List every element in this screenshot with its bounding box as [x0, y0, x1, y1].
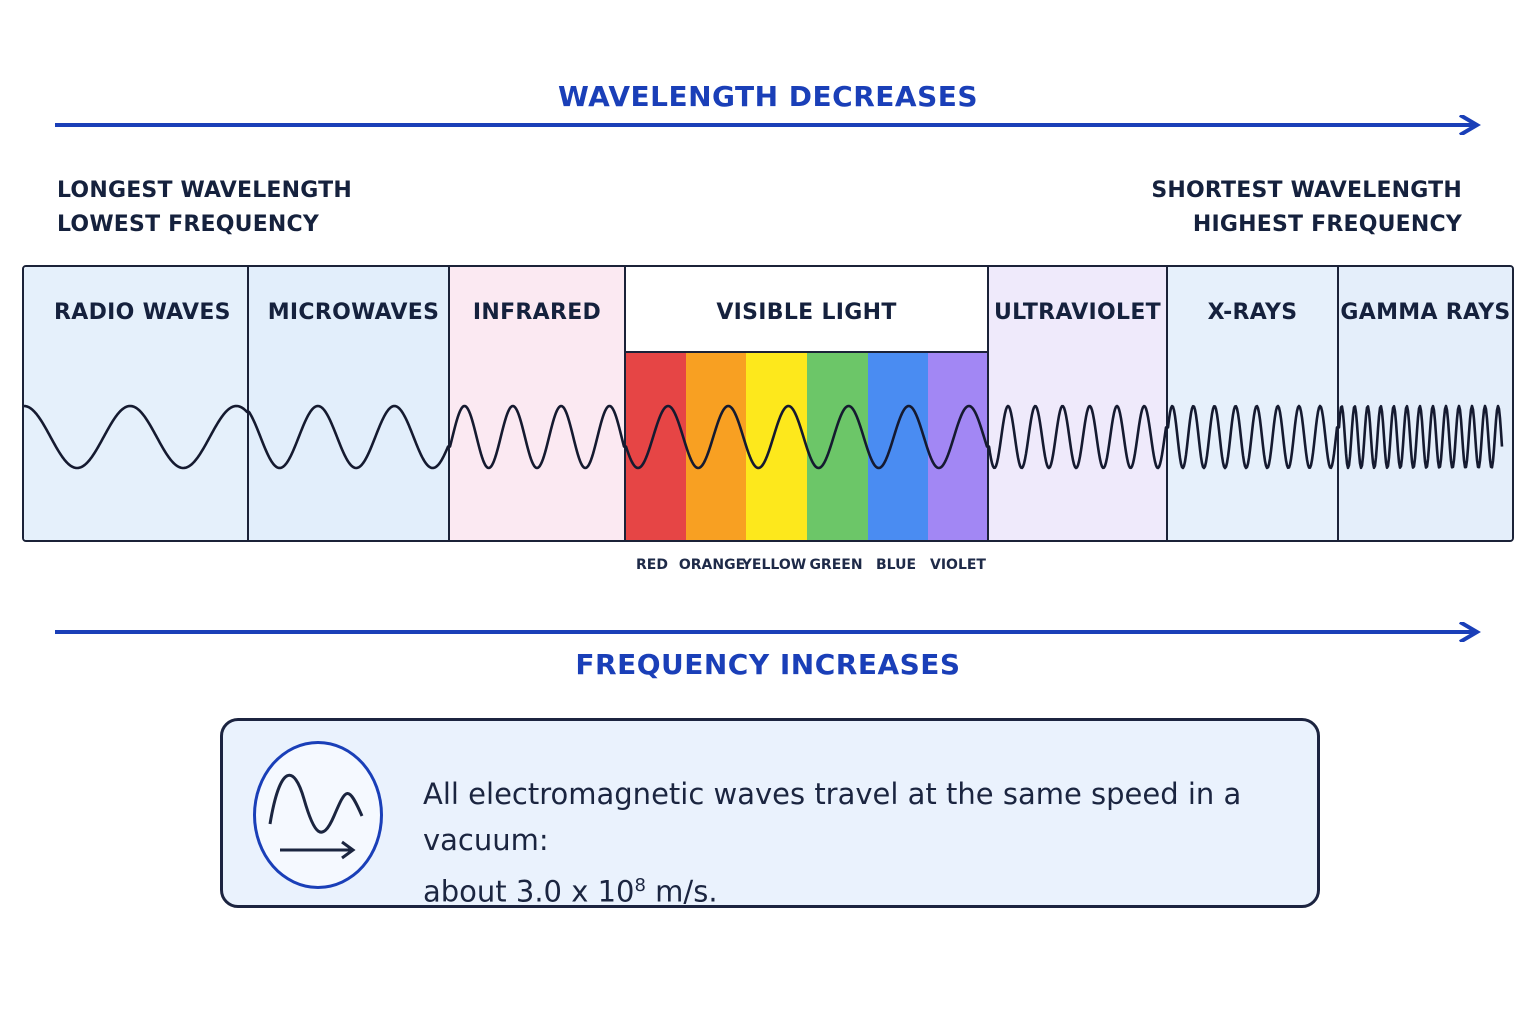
highest-frequency-label: HIGHEST FREQUENCY — [1192, 212, 1462, 237]
band-gamma-rays: GAMMA RAYS — [1339, 267, 1512, 540]
speed-exponent: 8 — [634, 875, 646, 896]
speed-note-line1: All electromagnetic waves travel at the … — [423, 777, 1242, 857]
color-label-yellow: YELLOW — [741, 557, 807, 573]
band-x-rays: X-RAYS — [1168, 267, 1339, 540]
band-label: GAMMA RAYS — [1340, 300, 1511, 325]
band-label: ULTRAVIOLET — [994, 300, 1161, 325]
band-visible-light: VISIBLE LIGHT — [626, 267, 989, 540]
wavelength-arrow — [55, 115, 1481, 135]
speed-note-text: All electromagnetic waves travel at the … — [423, 771, 1303, 915]
wavelength-title: WAVELENGTH DECREASES — [557, 80, 979, 113]
longest-wavelength-label: LONGEST WAVELENGTH — [57, 178, 352, 203]
band-label: MICROWAVES — [267, 300, 440, 325]
shortest-end-note: SHORTEST WAVELENGTH HIGHEST FREQUENCY — [1000, 174, 1462, 242]
band-ultraviolet: ULTRAVIOLET — [989, 267, 1168, 540]
speed-value-prefix: about 3.0 x 10 — [423, 874, 635, 909]
band-radio-waves: RADIO WAVES — [24, 267, 249, 540]
band-microwaves: MICROWAVES — [249, 267, 450, 540]
color-label-violet: VIOLET — [930, 557, 986, 573]
speed-note-line2: about 3.0 x 108 m/s. — [423, 863, 1303, 915]
visible-light-header — [626, 267, 987, 353]
color-label-green: GREEN — [809, 557, 863, 573]
speed-unit: m/s. — [645, 874, 718, 909]
lowest-frequency-label: LOWEST FREQUENCY — [57, 212, 320, 237]
color-label-orange: ORANGE — [678, 557, 746, 573]
swatch-green — [807, 353, 868, 540]
swatch-orange — [686, 353, 746, 540]
spectrum-bands: RADIO WAVES MICROWAVES INFRARED VISIBLE … — [22, 265, 1514, 542]
swatch-blue — [868, 353, 928, 540]
frequency-title: FREQUENCY INCREASES — [575, 648, 961, 681]
swatch-yellow — [746, 353, 807, 540]
wave-arrow-icon — [253, 741, 383, 889]
shortest-wavelength-label: SHORTEST WAVELENGTH — [1151, 178, 1462, 203]
swatch-red — [626, 353, 686, 540]
band-infrared: INFRARED — [450, 267, 626, 540]
band-label: X-RAYS — [1207, 300, 1298, 325]
swatch-violet — [928, 353, 987, 540]
band-label: INFRARED — [472, 300, 602, 325]
color-label-red: RED — [636, 557, 668, 573]
speed-note: All electromagnetic waves travel at the … — [220, 718, 1320, 909]
color-label-blue: BLUE — [875, 557, 917, 573]
frequency-arrow — [55, 622, 1481, 642]
band-label: VISIBLE LIGHT — [716, 300, 897, 325]
band-label: RADIO WAVES — [54, 300, 231, 325]
longest-end-note: LONGEST WAVELENGTH LOWEST FREQUENCY — [57, 174, 352, 242]
